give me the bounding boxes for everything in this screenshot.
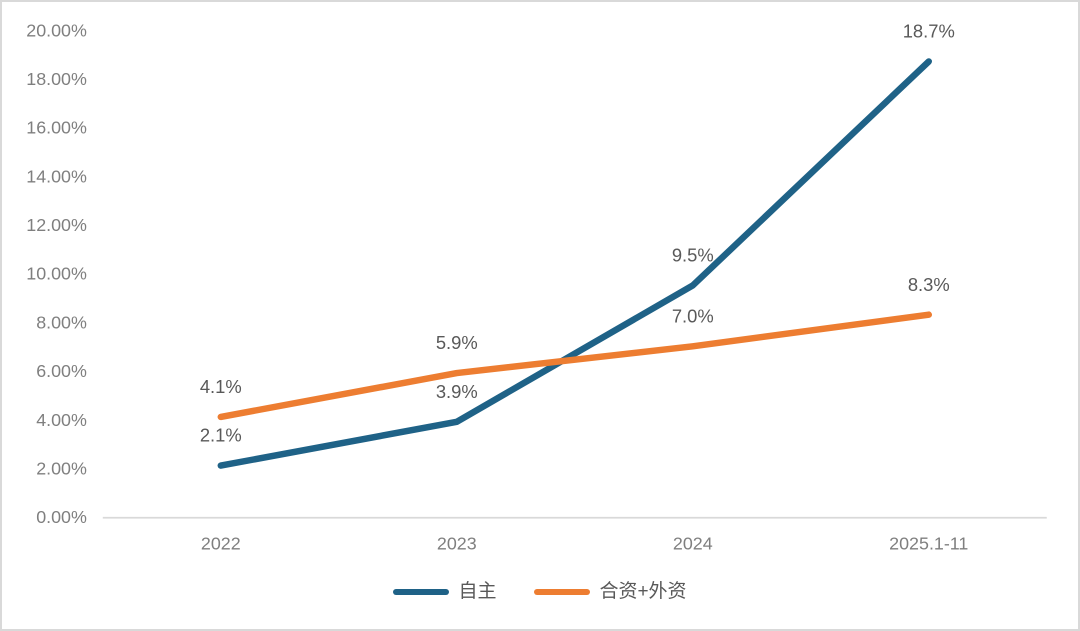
y-axis-tick-label: 18.00% xyxy=(26,69,87,89)
data-label: 5.9% xyxy=(436,332,478,353)
legend-item: 合资+外资 xyxy=(534,581,687,602)
series-line xyxy=(217,58,932,469)
legend-label: 合资+外资 xyxy=(599,581,687,602)
y-axis-tick-label: 8.00% xyxy=(36,312,87,332)
data-label: 9.5% xyxy=(672,245,714,266)
y-axis-tick-label: 10.00% xyxy=(26,264,87,284)
legend-line-swatch xyxy=(534,588,591,595)
data-label: 3.9% xyxy=(436,381,478,402)
y-axis-tick-label: 20.00% xyxy=(26,20,87,40)
data-label: 18.7% xyxy=(903,21,955,42)
legend-label: 自主 xyxy=(458,581,497,602)
y-axis-tick-label: 14.00% xyxy=(26,166,87,186)
y-axis-tick-label: 6.00% xyxy=(36,361,87,381)
y-axis-tick-label: 12.00% xyxy=(26,215,87,235)
chart-legend: 自主 合资+外资 xyxy=(2,582,1078,601)
y-axis-tick-label: 16.00% xyxy=(26,118,87,138)
legend-line-swatch xyxy=(393,588,450,595)
x-axis-tick-label: 2025.1-11 xyxy=(889,534,968,554)
y-axis-tick-label: 2.00% xyxy=(36,458,87,478)
y-axis-tick-label: 0.00% xyxy=(36,507,87,527)
data-label: 4.1% xyxy=(200,376,242,397)
legend-item: 自主 xyxy=(393,582,496,601)
data-label: 7.0% xyxy=(672,305,714,326)
x-axis-tick-label: 2023 xyxy=(437,534,477,554)
y-axis-tick-label: 4.00% xyxy=(36,410,87,430)
data-label: 2.1% xyxy=(200,425,242,446)
data-label: 8.3% xyxy=(908,274,950,295)
series-line xyxy=(217,311,932,421)
x-axis-tick-label: 2022 xyxy=(201,534,241,554)
x-axis-tick-label: 2024 xyxy=(673,534,713,554)
